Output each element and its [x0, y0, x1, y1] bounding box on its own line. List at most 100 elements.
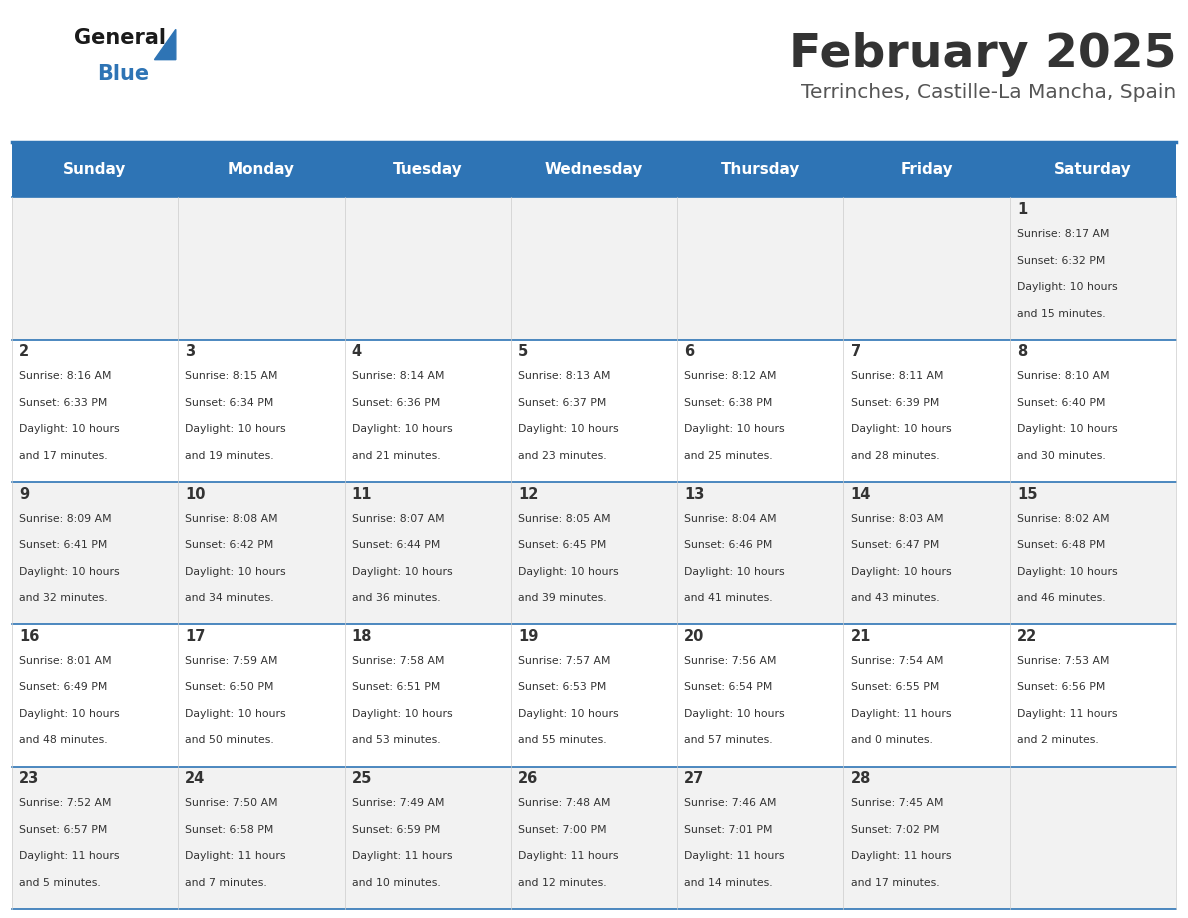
- Text: Daylight: 10 hours: Daylight: 10 hours: [851, 424, 952, 434]
- Text: Sunrise: 7:54 AM: Sunrise: 7:54 AM: [851, 655, 943, 666]
- Text: Sunrise: 7:49 AM: Sunrise: 7:49 AM: [352, 798, 444, 808]
- Text: 6: 6: [684, 344, 695, 359]
- Bar: [12, 482, 1176, 624]
- Text: and 0 minutes.: and 0 minutes.: [851, 735, 933, 745]
- Text: and 19 minutes.: and 19 minutes.: [185, 451, 274, 461]
- Text: and 14 minutes.: and 14 minutes.: [684, 878, 773, 888]
- Text: Saturday: Saturday: [1054, 162, 1132, 177]
- Text: Thursday: Thursday: [721, 162, 800, 177]
- Text: 18: 18: [352, 629, 372, 644]
- Text: and 2 minutes.: and 2 minutes.: [1017, 735, 1099, 745]
- Text: Daylight: 11 hours: Daylight: 11 hours: [851, 709, 952, 719]
- Text: February 2025: February 2025: [789, 32, 1176, 77]
- Text: and 50 minutes.: and 50 minutes.: [185, 735, 274, 745]
- Bar: [12, 767, 1176, 909]
- Text: 23: 23: [19, 771, 39, 786]
- Text: Sunrise: 8:03 AM: Sunrise: 8:03 AM: [851, 514, 943, 523]
- Text: Daylight: 11 hours: Daylight: 11 hours: [851, 851, 952, 861]
- Text: Sunrise: 8:17 AM: Sunrise: 8:17 AM: [1017, 230, 1110, 239]
- Text: 4: 4: [352, 344, 362, 359]
- Text: Daylight: 11 hours: Daylight: 11 hours: [684, 851, 785, 861]
- Text: Sunrise: 8:07 AM: Sunrise: 8:07 AM: [352, 514, 444, 523]
- Text: Sunrise: 7:48 AM: Sunrise: 7:48 AM: [518, 798, 611, 808]
- Text: Daylight: 10 hours: Daylight: 10 hours: [352, 566, 453, 577]
- Text: and 32 minutes.: and 32 minutes.: [19, 593, 108, 603]
- Text: Sunset: 6:53 PM: Sunset: 6:53 PM: [518, 682, 606, 692]
- Text: and 15 minutes.: and 15 minutes.: [1017, 308, 1106, 319]
- Bar: [12, 624, 1176, 767]
- Text: Sunset: 6:36 PM: Sunset: 6:36 PM: [352, 397, 440, 408]
- Text: 16: 16: [19, 629, 39, 644]
- Text: Sunrise: 8:02 AM: Sunrise: 8:02 AM: [1017, 514, 1110, 523]
- Text: 14: 14: [851, 487, 871, 501]
- FancyBboxPatch shape: [677, 142, 843, 197]
- Text: Sunrise: 7:58 AM: Sunrise: 7:58 AM: [352, 655, 444, 666]
- Text: Sunset: 6:37 PM: Sunset: 6:37 PM: [518, 397, 606, 408]
- Text: and 17 minutes.: and 17 minutes.: [851, 878, 940, 888]
- Text: 3: 3: [185, 344, 196, 359]
- Text: Sunset: 6:39 PM: Sunset: 6:39 PM: [851, 397, 939, 408]
- Text: 1: 1: [1017, 202, 1028, 217]
- Text: Sunset: 7:00 PM: Sunset: 7:00 PM: [518, 824, 607, 834]
- Text: Sunset: 6:47 PM: Sunset: 6:47 PM: [851, 540, 939, 550]
- Text: and 46 minutes.: and 46 minutes.: [1017, 593, 1106, 603]
- Text: Sunset: 6:54 PM: Sunset: 6:54 PM: [684, 682, 772, 692]
- FancyBboxPatch shape: [12, 142, 178, 197]
- Text: Sunrise: 8:11 AM: Sunrise: 8:11 AM: [851, 372, 943, 381]
- Text: and 30 minutes.: and 30 minutes.: [1017, 451, 1106, 461]
- Text: and 21 minutes.: and 21 minutes.: [352, 451, 441, 461]
- Text: and 48 minutes.: and 48 minutes.: [19, 735, 108, 745]
- Text: Sunrise: 7:56 AM: Sunrise: 7:56 AM: [684, 655, 777, 666]
- Text: Sunset: 7:01 PM: Sunset: 7:01 PM: [684, 824, 772, 834]
- Text: 20: 20: [684, 629, 704, 644]
- Text: Sunrise: 7:52 AM: Sunrise: 7:52 AM: [19, 798, 112, 808]
- Text: Sunrise: 8:08 AM: Sunrise: 8:08 AM: [185, 514, 278, 523]
- Text: 13: 13: [684, 487, 704, 501]
- Text: 21: 21: [851, 629, 871, 644]
- Text: Daylight: 10 hours: Daylight: 10 hours: [518, 709, 619, 719]
- FancyBboxPatch shape: [511, 142, 677, 197]
- Text: Friday: Friday: [901, 162, 953, 177]
- Text: Daylight: 10 hours: Daylight: 10 hours: [518, 566, 619, 577]
- Text: Wednesday: Wednesday: [545, 162, 643, 177]
- Text: Sunrise: 7:45 AM: Sunrise: 7:45 AM: [851, 798, 943, 808]
- Text: Sunrise: 8:09 AM: Sunrise: 8:09 AM: [19, 514, 112, 523]
- Text: Sunset: 6:50 PM: Sunset: 6:50 PM: [185, 682, 273, 692]
- Text: Monday: Monday: [228, 162, 295, 177]
- Text: Blue: Blue: [97, 64, 150, 84]
- Text: Sunrise: 7:57 AM: Sunrise: 7:57 AM: [518, 655, 611, 666]
- Bar: [12, 340, 1176, 482]
- Text: Tuesday: Tuesday: [393, 162, 462, 177]
- Text: and 41 minutes.: and 41 minutes.: [684, 593, 773, 603]
- Text: 15: 15: [1017, 487, 1037, 501]
- Text: and 7 minutes.: and 7 minutes.: [185, 878, 267, 888]
- Text: Daylight: 11 hours: Daylight: 11 hours: [518, 851, 619, 861]
- Text: Daylight: 11 hours: Daylight: 11 hours: [1017, 709, 1118, 719]
- FancyBboxPatch shape: [1010, 142, 1176, 197]
- Text: and 36 minutes.: and 36 minutes.: [352, 593, 441, 603]
- Text: Sunset: 6:38 PM: Sunset: 6:38 PM: [684, 397, 772, 408]
- Text: Daylight: 10 hours: Daylight: 10 hours: [185, 709, 286, 719]
- Text: and 39 minutes.: and 39 minutes.: [518, 593, 607, 603]
- Text: 25: 25: [352, 771, 372, 786]
- Text: Sunrise: 8:10 AM: Sunrise: 8:10 AM: [1017, 372, 1110, 381]
- Text: Sunset: 6:42 PM: Sunset: 6:42 PM: [185, 540, 273, 550]
- Text: Sunrise: 8:05 AM: Sunrise: 8:05 AM: [518, 514, 611, 523]
- Text: and 23 minutes.: and 23 minutes.: [518, 451, 607, 461]
- Text: and 57 minutes.: and 57 minutes.: [684, 735, 773, 745]
- Text: Sunset: 6:48 PM: Sunset: 6:48 PM: [1017, 540, 1105, 550]
- Bar: [12, 197, 1176, 340]
- Text: Sunset: 7:02 PM: Sunset: 7:02 PM: [851, 824, 939, 834]
- Text: Daylight: 10 hours: Daylight: 10 hours: [851, 566, 952, 577]
- Text: and 53 minutes.: and 53 minutes.: [352, 735, 441, 745]
- Text: Daylight: 10 hours: Daylight: 10 hours: [684, 566, 785, 577]
- Text: General: General: [74, 28, 165, 48]
- FancyBboxPatch shape: [843, 142, 1010, 197]
- Text: 2: 2: [19, 344, 30, 359]
- Text: Sunset: 6:45 PM: Sunset: 6:45 PM: [518, 540, 606, 550]
- Text: 19: 19: [518, 629, 538, 644]
- Text: 26: 26: [518, 771, 538, 786]
- Text: 24: 24: [185, 771, 206, 786]
- Text: Sunrise: 8:13 AM: Sunrise: 8:13 AM: [518, 372, 611, 381]
- Text: and 5 minutes.: and 5 minutes.: [19, 878, 101, 888]
